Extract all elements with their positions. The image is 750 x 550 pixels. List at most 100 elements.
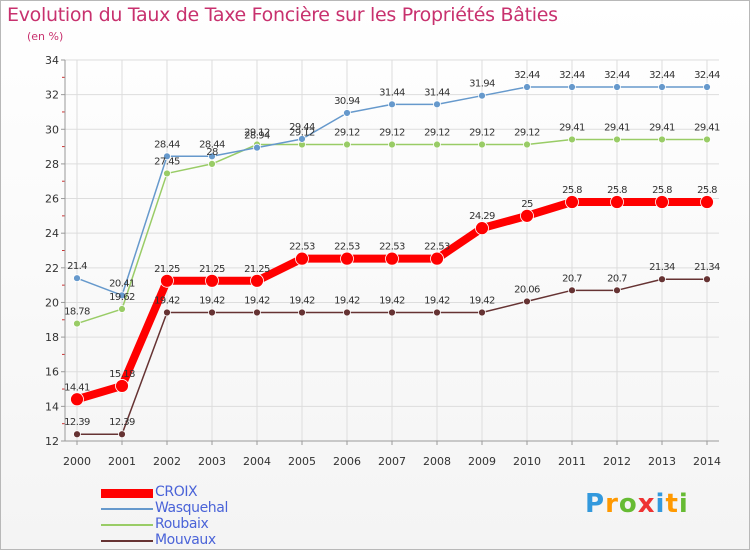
data-point-mouvaux [253,308,261,317]
data-point-croix [385,251,399,266]
data-label-mouvaux: 21.34 [649,262,675,273]
data-label-croix: 25.8 [697,185,717,196]
data-point-wasquehal [478,91,486,100]
y-tick-label: 26 [45,193,59,206]
data-label-wasquehal: 21.4 [67,261,87,272]
legend-swatch [101,524,153,526]
data-label-wasquehal: 32.44 [694,70,720,81]
data-point-croix [610,195,624,209]
data-label-wasquehal: 32.44 [604,70,630,81]
data-label-croix: 14.41 [64,382,90,393]
data-label-roubaix: 28 [206,147,218,158]
y-tick-label: 34 [45,54,59,67]
series-layer [70,83,714,439]
data-point-croix [250,273,264,288]
data-label-roubaix: 29.12 [244,128,270,139]
chart-unit-label: (en %) [27,30,64,43]
x-tick-label: 2001 [108,455,136,468]
data-point-roubaix [343,140,351,149]
logo-letter: i [678,489,689,519]
data-label-mouvaux: 12.39 [109,417,135,428]
data-point-mouvaux [118,430,126,439]
data-label-croix: 22.53 [334,242,360,253]
data-label-roubaix: 18.78 [64,307,90,318]
x-tick-label: 2013 [648,455,676,468]
data-point-wasquehal [298,135,306,143]
data-point-croix [700,195,714,209]
data-label-croix: 25.8 [607,185,627,196]
data-point-croix [295,251,309,266]
data-label-croix: 22.53 [379,242,405,253]
data-label-roubaix: 27.45 [154,156,180,167]
data-point-wasquehal [613,83,621,91]
y-tick-label: 20 [45,296,59,309]
legend-label: CROIX [155,484,198,500]
logo-letter: o [618,489,638,519]
x-tick-label: 2011 [558,455,586,468]
data-label-croix: 25 [521,199,533,210]
data-point-mouvaux [568,286,576,295]
data-label-mouvaux: 12.39 [64,417,90,428]
data-label-roubaix: 29.12 [469,128,495,139]
data-label-mouvaux: 20.7 [607,273,627,284]
x-tick-label: 2005 [288,455,316,468]
data-label-wasquehal: 32.44 [559,70,585,81]
data-point-wasquehal [388,100,396,109]
data-label-mouvaux: 19.42 [469,295,495,306]
data-point-roubaix [478,140,486,149]
data-point-roubaix [523,140,531,149]
data-point-croix [520,208,534,223]
data-label-croix: 21.25 [154,264,180,275]
data-label-roubaix: 29.12 [424,128,450,139]
data-point-roubaix [568,135,576,144]
data-label-mouvaux: 19.42 [244,295,270,306]
data-point-mouvaux [433,308,441,317]
data-label-croix: 22.53 [289,242,315,253]
line-chart: 12 14 16 18 20 22 24 26 28 30 32 34 2000 2001 2002 2003… [45,54,721,468]
data-point-wasquehal [568,83,576,91]
chart-title: Evolution du Taux de Taxe Foncière sur l… [7,4,558,26]
data-label-wasquehal: 28.44 [199,139,225,150]
data-point-croix [565,195,579,209]
data-label-croix: 22.53 [424,242,450,253]
logo-letter: t [665,489,679,519]
data-label-roubaix: 29.12 [379,128,405,139]
data-point-croix [115,379,129,393]
data-label-roubaix: 29.41 [559,122,585,133]
data-label-croix: 15.18 [109,369,135,380]
data-point-roubaix [613,135,621,144]
x-tick-label: 2003 [198,455,226,468]
data-label-mouvaux: 20.06 [514,284,540,295]
logo-letter: r [605,489,619,519]
data-label-roubaix: 29.41 [694,122,720,133]
data-labels: 14.41 15.18 21.25 21.25 21.25 22.53 22.53 22.53… [64,70,720,428]
data-label-croix: 24.29 [469,211,495,222]
data-label-roubaix: 29.12 [289,128,315,139]
legend-swatch [101,540,153,542]
data-point-mouvaux [703,275,711,284]
x-tick-label: 2010 [513,455,541,468]
data-point-wasquehal [253,143,261,152]
x-tick-label: 2004 [243,455,271,468]
y-tick-label: 22 [45,262,59,275]
data-point-mouvaux [388,308,396,317]
legend-swatch [101,508,153,510]
data-point-roubaix [658,135,666,144]
data-point-croix [655,195,669,209]
y-tick-label: 16 [45,366,59,379]
legend-swatch [101,489,153,498]
y-tick-label: 30 [45,123,59,136]
y-tick-label: 32 [45,89,59,102]
y-tick-label: 14 [45,400,59,413]
data-point-wasquehal [433,100,441,109]
data-point-mouvaux [478,308,486,317]
logo-letter: i [655,489,666,519]
data-label-wasquehal: 28.44 [154,139,180,150]
data-label-wasquehal: 31.94 [469,79,495,90]
x-tick-label: 2014 [693,455,721,468]
x-tick-label: 2012 [603,455,631,468]
data-point-mouvaux [658,275,666,284]
data-point-wasquehal [118,291,126,300]
data-label-wasquehal: 29.44 [289,122,315,133]
